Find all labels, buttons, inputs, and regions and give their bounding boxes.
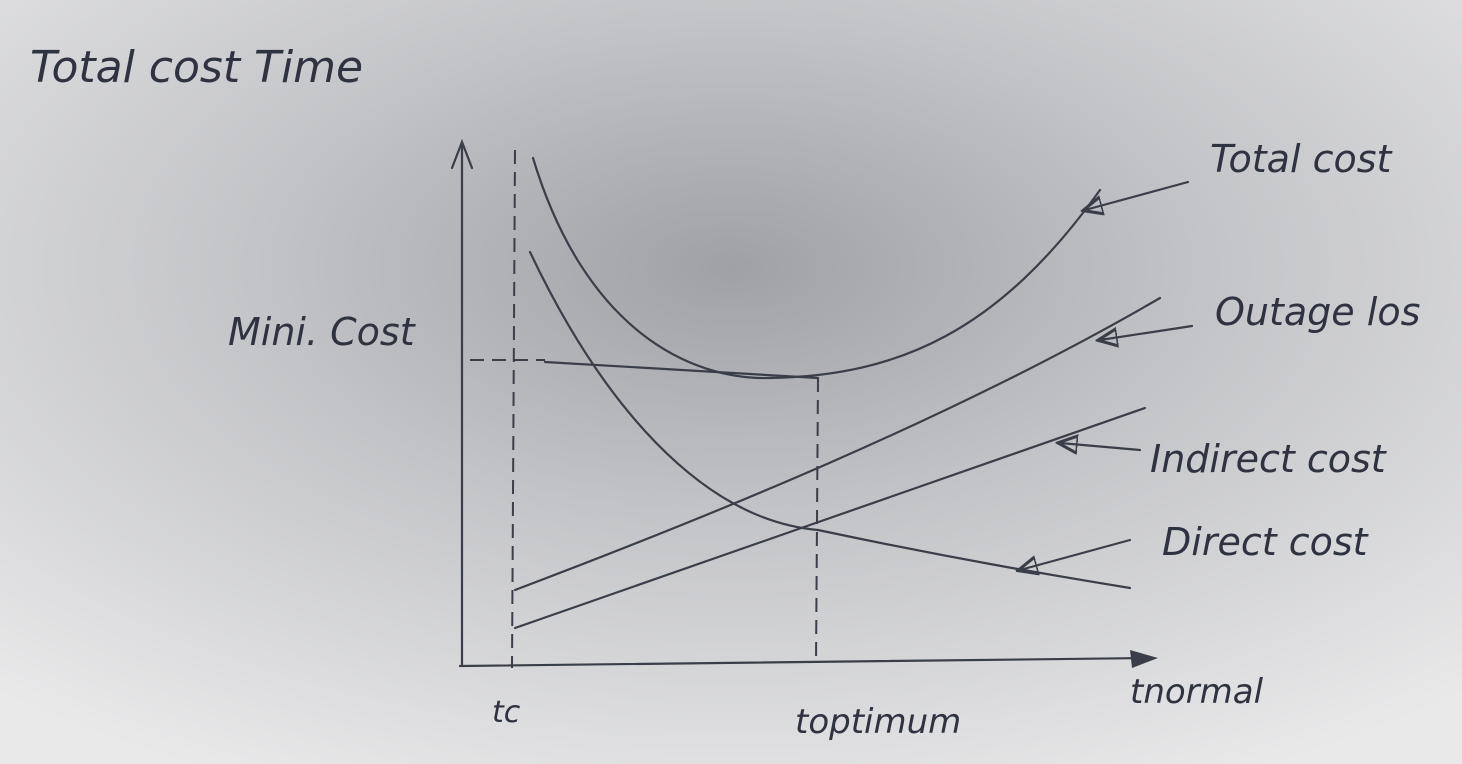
x-label: toptimum xyxy=(795,702,961,742)
paper xyxy=(0,0,1462,764)
curve-label: Outage los xyxy=(1215,290,1420,334)
x-label: tnormal xyxy=(1130,672,1264,712)
x-label: tc xyxy=(492,695,521,730)
axis-title: Total cost Time xyxy=(30,42,363,93)
curve-label: Direct cost xyxy=(1162,520,1370,564)
min-cost-label: Mini. Cost xyxy=(228,310,417,354)
curve-label: Indirect cost xyxy=(1150,437,1388,481)
curve-label: Total cost xyxy=(1210,137,1394,181)
sketch-page: Total cost Time Mini. Cost Total cost Ou… xyxy=(0,0,1462,764)
